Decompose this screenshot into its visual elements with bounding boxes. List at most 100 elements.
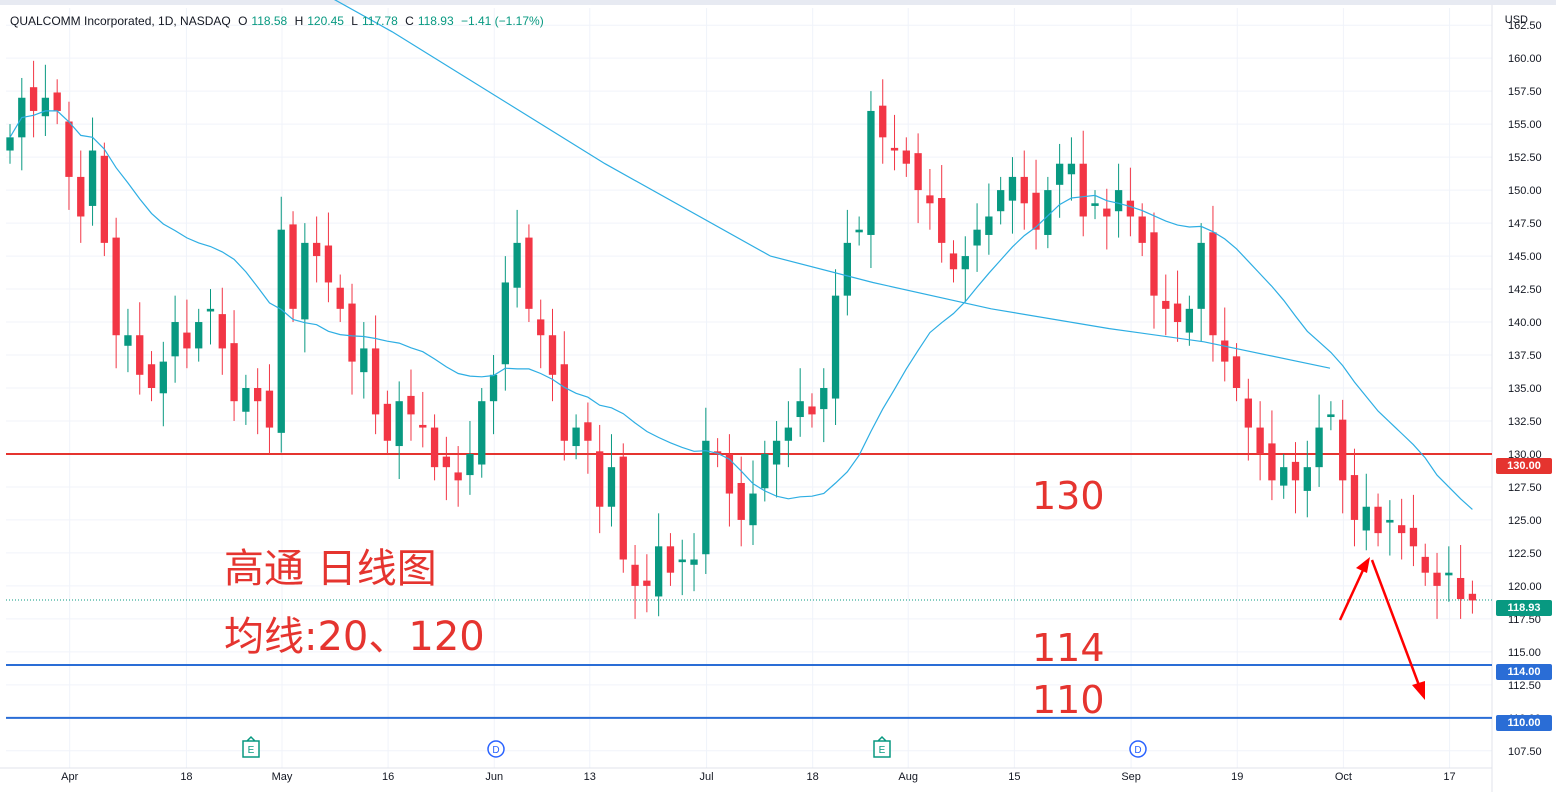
candle-body — [831, 295, 840, 399]
candle-body — [796, 401, 804, 418]
x-tick-label: Oct — [1335, 771, 1352, 783]
candle-body — [643, 580, 651, 586]
candle-body — [206, 308, 215, 312]
candle-body — [1433, 572, 1441, 586]
candle-body — [1067, 163, 1076, 175]
currency-label: USD — [1504, 14, 1528, 26]
candle-body — [1150, 232, 1158, 296]
candle-body — [1409, 527, 1418, 547]
candle-body — [1185, 308, 1194, 333]
candle-body — [843, 242, 852, 296]
candle-body — [171, 322, 179, 357]
candle-body — [938, 198, 946, 243]
candle-body — [784, 427, 793, 441]
candle-body — [926, 195, 934, 204]
annotation-level-110: 110 — [1032, 678, 1105, 722]
x-tick-label: 16 — [382, 771, 394, 783]
candle-body — [607, 467, 616, 507]
candle-body — [1138, 216, 1146, 243]
candle-body — [725, 453, 734, 494]
candle-body — [1197, 242, 1205, 309]
candle-body — [218, 314, 226, 349]
x-tick-label: Apr — [61, 771, 78, 783]
candle-body — [1280, 467, 1288, 486]
candle-body — [1232, 356, 1241, 388]
price-label-110: 110.00 — [1496, 715, 1552, 731]
candle-body — [631, 564, 639, 586]
arrow-up-line — [1338, 567, 1366, 621]
event-marker-e[interactable]: E — [873, 735, 891, 758]
high-label: H — [294, 14, 304, 28]
candle-body — [1008, 176, 1017, 201]
candle-body — [159, 361, 167, 394]
y-tick-label: 155.00 — [1508, 119, 1542, 131]
candle-body — [41, 97, 50, 117]
candle-body — [560, 364, 568, 441]
candle-body — [430, 427, 439, 468]
annotation-level-130: 130 — [1032, 474, 1105, 518]
candle-body — [584, 422, 592, 441]
arrow-down-head — [1412, 681, 1425, 700]
candle-body — [454, 472, 462, 481]
y-tick-label: 117.50 — [1508, 614, 1541, 626]
candle-body — [537, 319, 545, 336]
candle-body — [1468, 593, 1477, 601]
candle-body — [1032, 192, 1040, 230]
y-tick-label: 152.50 — [1508, 152, 1542, 164]
candle-body — [324, 245, 333, 283]
candle-body — [336, 287, 344, 309]
price-label-130: 130.00 — [1496, 458, 1552, 474]
candle-body — [254, 388, 262, 402]
candle-body — [973, 229, 981, 246]
close-value: 118.93 — [417, 14, 454, 28]
event-marker-d[interactable]: D — [487, 740, 505, 758]
event-marker-label: E — [879, 745, 886, 756]
candle-body — [195, 322, 203, 349]
symbol-title: QUALCOMM Incorporated, 1D, NASDAQ — [10, 14, 231, 28]
x-tick-label: Jul — [700, 771, 714, 783]
candle-body — [77, 176, 85, 217]
candle-body — [1303, 467, 1311, 491]
candle-body — [395, 401, 403, 447]
y-tick-label: 107.50 — [1508, 746, 1542, 758]
event-marker-d[interactable]: D — [1129, 740, 1147, 758]
candle-body — [65, 121, 73, 177]
y-tick-label: 127.50 — [1508, 482, 1542, 494]
arrow-up-head — [1356, 557, 1370, 573]
annotation-level-114: 114 — [1032, 626, 1105, 670]
candle-body — [501, 282, 509, 365]
candle-body — [820, 388, 828, 410]
y-tick-label: 160.00 — [1508, 53, 1542, 65]
candle-body — [489, 374, 498, 402]
candle-body — [1397, 525, 1406, 534]
candle-body — [985, 216, 993, 235]
candle-body — [879, 105, 887, 138]
candle-body — [383, 403, 392, 441]
candle-body — [124, 335, 132, 346]
y-tick-label: 162.50 — [1508, 20, 1542, 32]
candle-body — [242, 388, 250, 412]
candle-body — [360, 348, 368, 373]
y-tick-label: 135.00 — [1508, 383, 1542, 395]
candle-body — [855, 229, 863, 233]
candle-body — [183, 332, 191, 349]
high-value: 120.45 — [307, 14, 344, 28]
x-tick-label: 17 — [1443, 771, 1455, 783]
x-tick-label: May — [272, 771, 293, 783]
candle-body — [1055, 163, 1064, 185]
x-tick-label: 15 — [1008, 771, 1020, 783]
candle-body — [997, 190, 1005, 212]
y-tick-label: 140.00 — [1508, 317, 1542, 329]
candle-body — [1126, 200, 1135, 217]
candle-body — [525, 237, 533, 309]
candle-body — [1079, 163, 1087, 217]
x-tick-label: 13 — [584, 771, 596, 783]
candle-body — [1173, 303, 1182, 323]
candle-body — [867, 110, 875, 235]
change-value: −1.41 (−1.17%) — [460, 14, 544, 28]
candle-body — [1221, 340, 1229, 362]
event-marker-e[interactable]: E — [242, 735, 260, 758]
candle-body — [1103, 208, 1111, 217]
